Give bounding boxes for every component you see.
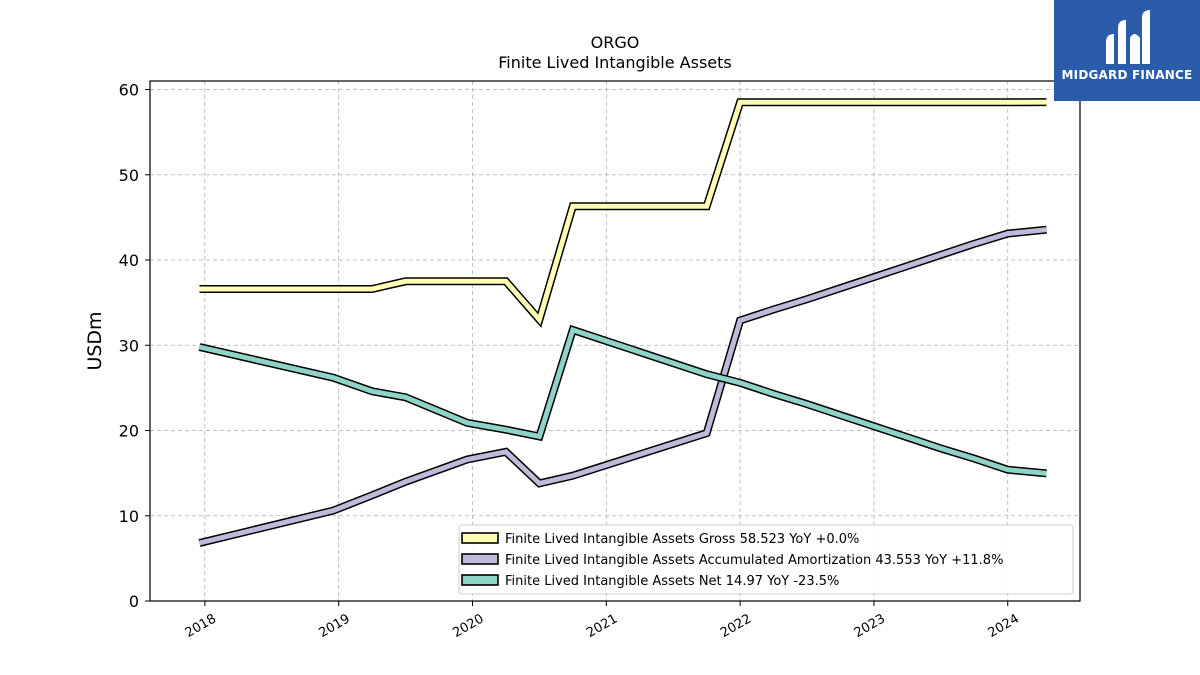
x-tick-label: 2024 [986, 611, 1022, 641]
x-tick-label: 2018 [183, 611, 219, 641]
legend-label: Finite Lived Intangible Assets Accumulat… [505, 553, 1003, 568]
chart-subtitle: Finite Lived Intangible Assets [498, 53, 731, 72]
midgard-finance-logo: MIDGARD FINANCE [1054, 0, 1200, 101]
y-tick-label: 60 [119, 81, 139, 100]
x-tick-label: 2020 [450, 611, 486, 641]
y-tick-label: 20 [119, 422, 139, 441]
y-tick-label: 40 [119, 251, 139, 270]
legend-swatch [461, 532, 499, 544]
series-2-outline [198, 324, 1047, 478]
logo-text: MIDGARD FINANCE [1061, 68, 1193, 82]
series-2-line [198, 326, 1047, 476]
legend-label: Finite Lived Intangible Assets Gross 58.… [505, 532, 859, 547]
series-layer [198, 98, 1047, 547]
legend-swatch [461, 574, 499, 586]
series-1-line [198, 227, 1047, 546]
x-tick-label: 2023 [852, 611, 888, 641]
chart-title: ORGO [591, 33, 640, 52]
x-tick-label: 2021 [584, 611, 620, 641]
plot-frame [149, 80, 1081, 602]
y-tick-label: 0 [129, 592, 139, 611]
logo-mark-icon [1106, 10, 1150, 64]
y-axis-label: USDm [84, 311, 106, 370]
series-0-line [199, 99, 1047, 325]
legend-swatch [461, 553, 499, 565]
y-tick-label: 10 [119, 507, 139, 526]
y-tick-label: 50 [119, 166, 139, 185]
legend-label: Finite Lived Intangible Assets Net 14.97… [505, 574, 839, 589]
series-1-outline [198, 225, 1047, 547]
x-tick-label: 2019 [317, 611, 353, 641]
y-tick-label: 30 [119, 336, 139, 355]
x-tick-label: 2022 [718, 611, 754, 641]
legend-box [458, 524, 1074, 595]
legend: Finite Lived Intangible Assets Gross 58.… [458, 524, 1074, 595]
